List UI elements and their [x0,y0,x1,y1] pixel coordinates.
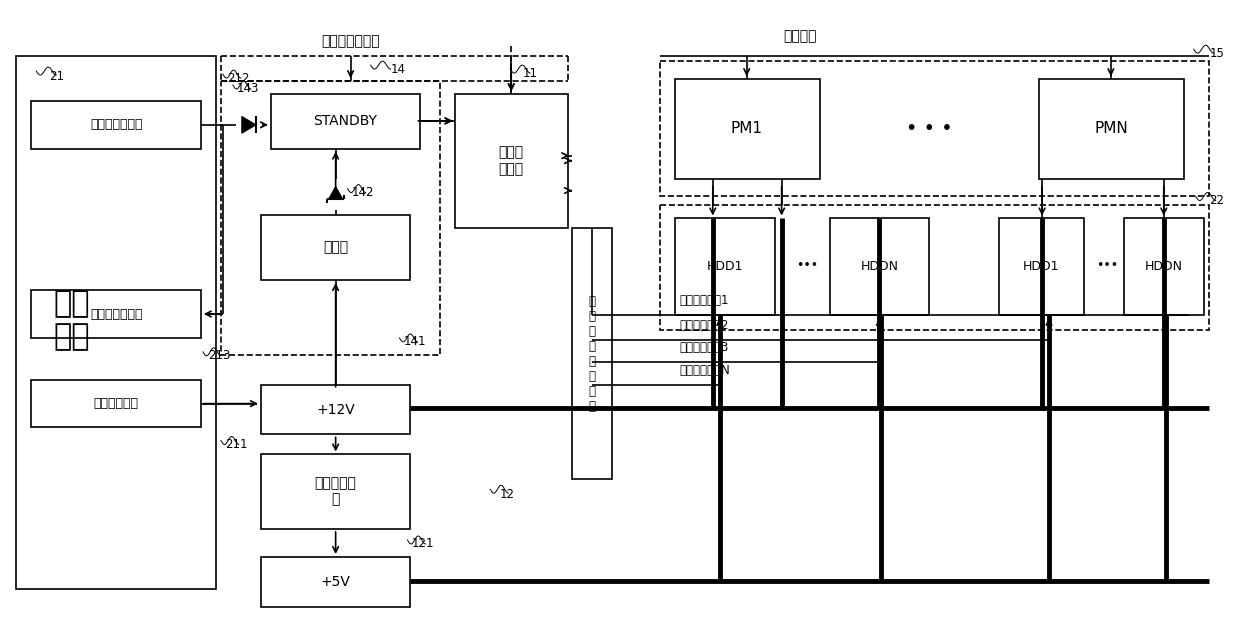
Text: 主电源使能信号: 主电源使能信号 [321,34,379,48]
Bar [260,455,410,529]
Text: 待机电源输出端: 待机电源输出端 [89,118,143,131]
Bar [260,557,410,607]
Text: 212: 212 [228,72,250,85]
Bar [1039,79,1184,178]
Text: •••: ••• [1096,259,1118,272]
Text: 主电源输出端: 主电源输出端 [94,397,139,410]
Bar [999,219,1084,315]
Bar [675,79,820,178]
Text: PM1: PM1 [730,121,763,136]
Text: 分时上电信号1: 分时上电信号1 [680,294,729,307]
Bar [1123,219,1204,315]
Text: HDD1: HDD1 [707,260,743,273]
Bar [675,219,775,315]
Bar [830,219,929,315]
Text: STANDBY: STANDBY [314,114,378,128]
Bar [31,380,201,428]
Text: 复位信号: 复位信号 [782,30,816,43]
Text: • • •: • • • [906,119,952,138]
Bar [660,61,1209,195]
Text: +5V: +5V [321,575,351,589]
Text: 分时上电信号3: 分时上电信号3 [680,341,729,354]
Text: 电压转换单
元: 电压转换单 元 [315,476,357,506]
Polygon shape [329,187,342,199]
Bar [260,215,410,280]
Text: 121: 121 [412,538,434,551]
Bar [260,385,410,435]
Text: 143: 143 [237,82,259,95]
Text: 141: 141 [403,335,425,349]
Text: •••: ••• [796,259,818,272]
Text: 142: 142 [351,186,373,199]
Bar [572,229,613,479]
Text: 14: 14 [391,63,405,75]
Text: PMN: PMN [1094,121,1127,136]
Text: 21: 21 [48,70,63,82]
Text: 15: 15 [1209,46,1224,60]
Text: 稳压器: 稳压器 [324,241,348,254]
Text: 电源
模块: 电源 模块 [53,289,89,351]
Bar [270,94,420,149]
Text: +12V: +12V [316,403,355,416]
Text: 211: 211 [226,438,248,451]
Bar [31,101,201,149]
Text: 分时上电信号N: 分时上电信号N [680,364,730,377]
Text: HDDN: HDDN [1145,260,1183,273]
Text: 22: 22 [1209,194,1224,207]
Text: HDDN: HDDN [861,260,899,273]
Text: 分时上电信号2: 分时上电信号2 [680,319,729,332]
Bar [660,205,1209,330]
Text: 12: 12 [500,488,515,501]
Text: 使能信号输入端: 使能信号输入端 [89,308,143,320]
Bar [455,94,568,229]
Text: 11: 11 [523,67,538,80]
Text: HDD1: HDD1 [1023,260,1059,273]
Text: 上电控
制模块: 上电控 制模块 [498,146,523,176]
Text: 213: 213 [208,349,231,362]
Bar [221,81,440,355]
Bar [31,290,201,338]
Text: 电
源
状
态
指
示
信
号: 电 源 状 态 指 示 信 号 [589,295,595,413]
Polygon shape [242,116,255,133]
Bar [16,56,216,589]
